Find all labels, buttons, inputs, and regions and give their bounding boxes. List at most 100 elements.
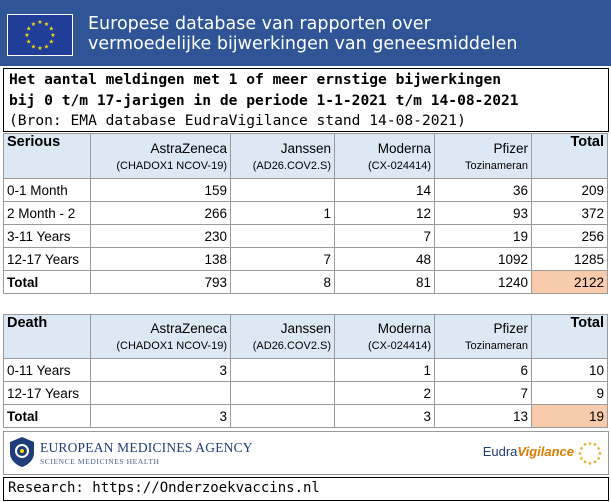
cell: 7 (334, 224, 435, 248)
star-icon: ★ (37, 19, 42, 26)
eu-flag-icon: ★ ★ ★ ★ ★ ★ ★ ★ ★ ★ ★ ★ (7, 14, 73, 56)
ema-name: EUROPEAN MEDICINES AGENCY (40, 440, 253, 455)
row-label: 12-17 Years (3, 381, 91, 405)
vaccine-code: (CHADOX1 NCOV-19) (116, 340, 227, 352)
eudra-prefix: Eudra (482, 444, 518, 459)
row-total: 10 (531, 358, 608, 382)
vaccine-code: (CX-024414) (368, 340, 431, 352)
cell: 230 (90, 224, 231, 248)
cell: 138 (90, 247, 231, 271)
row-label: 3-11 Years (3, 224, 91, 248)
row-total: 256 (531, 224, 608, 248)
column-total: 3 (90, 404, 231, 428)
title-line-2: bij 0 t/m 17-jarigen in de periode 1-1-2… (9, 92, 519, 109)
vaccine-code: (CX-024414) (368, 159, 431, 172)
totals-label: Total (3, 270, 91, 294)
cell: 12 (334, 201, 435, 225)
vaccine-name: Pfizer (493, 140, 528, 156)
banner-line-1: Europese database van rapporten over (88, 14, 431, 34)
death-table: Death AstraZeneca (CHADOX1 NCOV-19) Janss… (3, 314, 608, 428)
death-header-row: Death AstraZeneca (CHADOX1 NCOV-19) Janss… (3, 314, 608, 359)
vaccine-name: Pfizer (493, 321, 528, 336)
totals-row: Total 3 3 13 19 (3, 404, 608, 428)
column-total: 8 (230, 270, 335, 294)
star-icon: ★ (579, 456, 584, 462)
total-header: Total (531, 314, 608, 359)
star-icon: ★ (49, 39, 54, 46)
totals-row: Total 793 8 81 1240 2122 (3, 270, 608, 294)
vaccine-header: Janssen (AD26.COV2.S) (230, 314, 335, 359)
star-icon: ★ (49, 26, 54, 33)
star-icon: ★ (44, 21, 49, 28)
vaccine-name: AstraZeneca (150, 140, 227, 156)
serious-header-row: Serious AstraZeneca (CHADOX1 NCOV-19) Jan… (3, 133, 608, 179)
eu-stars-icon: ★ ★ ★ ★ ★ ★ ★ ★ ★ ★ ★ ★ (576, 438, 604, 468)
vaccine-code: (AD26.COV2.S) (252, 340, 331, 352)
cell: 36 (434, 178, 532, 202)
star-icon: ★ (50, 32, 55, 39)
column-total (230, 404, 335, 428)
vaccine-name: Moderna (377, 140, 431, 156)
footer: Research: https://Onderzoekvaccins.nl (3, 477, 609, 501)
cell: 1092 (434, 247, 532, 271)
star-icon: ★ (26, 26, 31, 33)
star-icon: ★ (588, 461, 593, 467)
vaccine-code: Tozinameran (465, 340, 528, 352)
cell: 2 (334, 381, 435, 405)
cell (90, 381, 231, 405)
star-icon: ★ (31, 21, 36, 28)
column-total: 13 (434, 404, 532, 428)
star-icon: ★ (44, 43, 49, 50)
cell: 14 (334, 178, 435, 202)
ema-logo-icon (8, 436, 36, 468)
star-icon: ★ (596, 446, 601, 452)
column-total: 1240 (434, 270, 532, 294)
cell: 7 (434, 381, 532, 405)
row-total: 1285 (531, 247, 608, 271)
cell: 48 (334, 247, 435, 271)
grand-total: 2122 (531, 270, 608, 294)
footer-text: Research: https://Onderzoekvaccins.nl (8, 480, 320, 496)
vaccine-header: Pfizer Tozinameran (434, 314, 532, 359)
row-label: 0-1 Month (3, 178, 91, 202)
cell (230, 224, 335, 248)
star-icon: ★ (583, 459, 588, 465)
star-icon: ★ (588, 441, 593, 447)
star-icon: ★ (596, 456, 601, 462)
eudra-suffix: Vigilance (517, 444, 574, 459)
logo-strip: EUROPEAN MEDICINES AGENCY SCIENCE MEDICI… (3, 431, 609, 475)
vaccine-header: AstraZeneca (CHADOX1 NCOV-19) (90, 314, 231, 359)
vaccine-name: Moderna (377, 321, 431, 336)
star-icon: ★ (26, 39, 31, 46)
cell (230, 358, 335, 382)
vaccine-header: Moderna (CX-024414) (334, 133, 435, 179)
total-header: Total (531, 133, 608, 179)
row-label: 2 Month - 2 (3, 201, 91, 225)
row-label: 0-11 Years (3, 358, 91, 382)
cell: 266 (90, 201, 231, 225)
vaccine-header: Moderna (CX-024414) (334, 314, 435, 359)
banner: ★ ★ ★ ★ ★ ★ ★ ★ ★ ★ ★ ★ Europese database van rappo… (0, 0, 611, 66)
star-icon: ★ (37, 45, 42, 52)
star-icon: ★ (24, 32, 29, 39)
totals-label: Total (3, 404, 91, 428)
cell: 7 (230, 247, 335, 271)
star-icon: ★ (31, 43, 36, 50)
grand-total: 19 (531, 404, 608, 428)
serious-label: Serious (3, 133, 91, 179)
column-total: 81 (334, 270, 435, 294)
report-title: Het aantal meldingen met 1 of meer ernst… (3, 68, 609, 132)
banner-title: Europese database van rapporten over ver… (88, 14, 518, 54)
vaccine-header: Janssen (AD26.COV2.S) (230, 133, 335, 179)
column-total: 793 (90, 270, 231, 294)
cell: 3 (90, 358, 231, 382)
vaccine-code: Tozinameran (465, 159, 528, 172)
star-icon: ★ (578, 451, 583, 457)
row-label: 12-17 Years (3, 247, 91, 271)
column-total: 3 (334, 404, 435, 428)
star-icon: ★ (593, 442, 598, 448)
vaccine-header: AstraZeneca (CHADOX1 NCOV-19) (90, 133, 231, 179)
table-row: 3-11 Years 230 7 19 256 (3, 224, 608, 248)
ema-tagline: SCIENCE MEDICINES HEALTH (40, 457, 160, 466)
vaccine-header: Pfizer Tozinameran (434, 133, 532, 179)
